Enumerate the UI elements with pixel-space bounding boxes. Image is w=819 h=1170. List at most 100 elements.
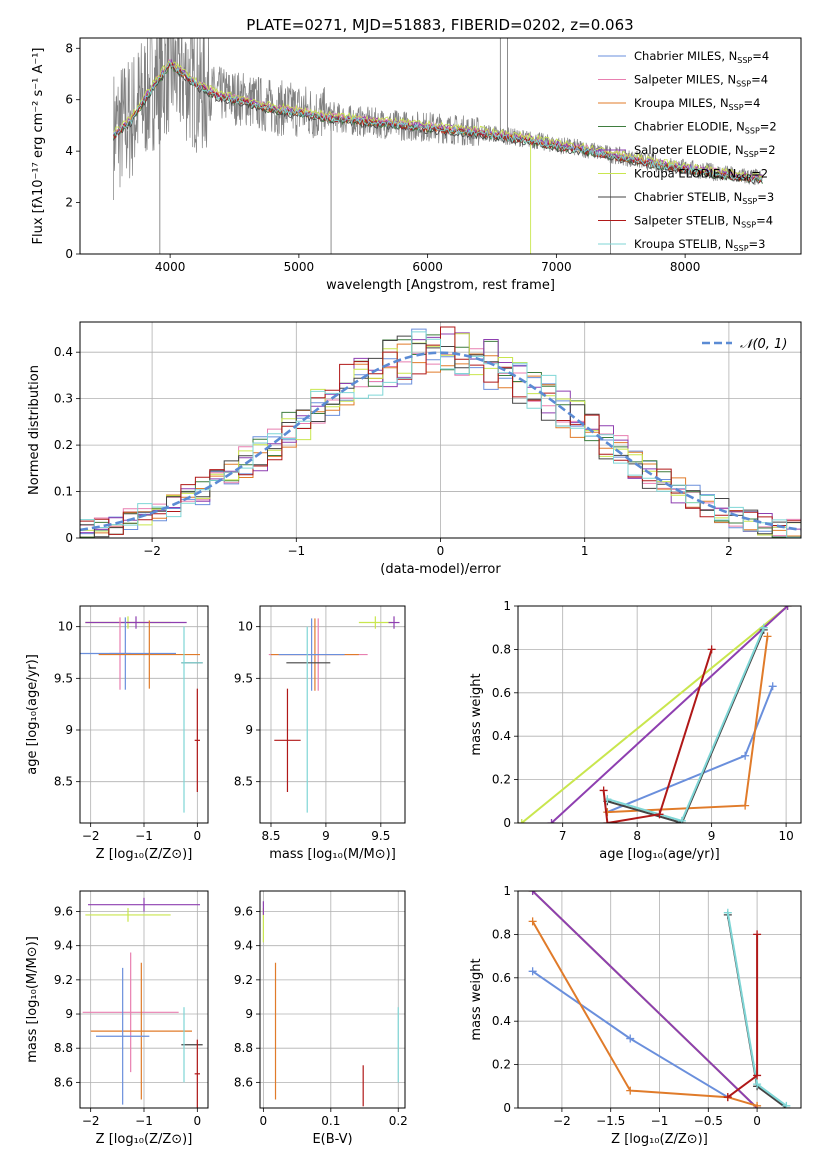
spectrum-xtick-label: 7000 [541, 260, 572, 274]
mass-vs-Z-xtick-label: −1 [135, 1114, 153, 1128]
spectrum-ylabel: Flux [fλ10⁻¹⁷ erg cm⁻² s⁻¹ A⁻¹] [31, 48, 46, 245]
massweight-vs-age-marker [763, 632, 772, 641]
spectrum-xtick-label: 5000 [284, 260, 315, 274]
massweight-vs-Z-ylabel: mass weight [469, 958, 484, 1040]
figure-title: PLATE=0271, MJD=51883, FIBERID=0202, z=0… [246, 16, 633, 34]
mass-vs-EBV-ytick-label: 8.8 [234, 1041, 253, 1055]
mass-vs-Z-frame [79, 890, 209, 1109]
age-vs-Z-ytick-label: 9.5 [54, 671, 73, 685]
age-vs-mass-ytick-label: 8.5 [234, 775, 253, 789]
massweight-vs-age-xlabel: age [log₁₀(age/yr)] [599, 847, 720, 862]
legend-label-0: Chabrier MILES, NSSP=4 [634, 49, 769, 65]
massweight-vs-age-series-1 [550, 606, 789, 823]
residuals-xlabel: (data-model)/error [380, 562, 501, 577]
age-vs-mass-frame [259, 605, 406, 824]
massweight-vs-Z-xtick-label: −1 [651, 1114, 669, 1128]
age-vs-Z-ytick-label: 9 [65, 723, 73, 737]
spectrum-xlabel: wavelength [Angstrom, rest frame] [326, 278, 555, 293]
massweight-vs-Z-marker [753, 1071, 762, 1080]
mass-vs-EBV-xtick-label: 0.1 [321, 1114, 340, 1128]
age-vs-mass-axes: 8.5 9 9.5 8.5 9 9.5 10 mass [log₁₀(M/M⊙)] [234, 605, 406, 862]
legend-label-7: Salpeter STELIB, NSSP=4 [634, 214, 773, 230]
massweight-vs-Z-marker [528, 891, 537, 895]
massweight-vs-age-ylabel: mass weight [469, 673, 484, 755]
legend-value: =4 [756, 214, 773, 228]
age-vs-Z-axes: −2 −1 0 8.5 9 9.5 10 Z [log₁₀(Z/Z⊙)] age [log₁₀(… [25, 605, 209, 862]
spectrum-ytick-label: 6 [65, 93, 73, 107]
massweight-vs-age-marker [759, 623, 768, 632]
massweight-vs-age-ytick-label: 0.4 [492, 729, 511, 743]
massweight-vs-age-ytick-label: 0.2 [492, 773, 511, 787]
residuals-ytick-label: 0.3 [54, 392, 73, 406]
massweight-vs-age-marker [768, 682, 777, 691]
massweight-vs-age-series-6 [602, 649, 713, 823]
massweight-vs-age-ytick-label: 1 [503, 599, 511, 613]
massweight-vs-age-marker [783, 606, 792, 610]
spectrum-xtick-label: 8000 [670, 260, 701, 274]
massweight-vs-age-marker [741, 751, 750, 760]
gaussian-legend-label: 𝒩(0, 1) [740, 337, 787, 352]
age-vs-Z-xlabel: Z [log₁₀(Z/Z⊙)] [96, 847, 193, 862]
residuals-xtick-label: −1 [287, 544, 305, 558]
mass-vs-EBV-ytick-label: 9.4 [234, 939, 253, 953]
legend-subscript: SSP [744, 150, 759, 159]
massweight-vs-Z-marker [753, 930, 762, 939]
mass-vs-EBV-ytick-label: 9.2 [234, 973, 253, 987]
massweight-vs-Z-marker [626, 1086, 635, 1095]
residuals-xtick-label: −2 [143, 544, 161, 558]
mass-vs-Z-axes: −2 −1 0 8.6 8.8 9 9.2 9.4 9.6 Z [log₁₀(Z/Z⊙)] mass… [25, 890, 209, 1147]
residuals-ytick-label: 0.1 [54, 485, 73, 499]
residuals-frame [79, 321, 802, 539]
model-spectrum-5 [113, 60, 763, 179]
massweight-vs-Z-series-6 [727, 934, 759, 1099]
massweight-vs-age-marker [599, 786, 608, 795]
massweight-vs-age-marker [655, 810, 664, 819]
massweight-vs-age-plot-area [518, 606, 801, 823]
mass-vs-Z-ytick-label: 9.6 [54, 905, 73, 919]
legend-label-1: Salpeter MILES, NSSP=4 [634, 73, 768, 89]
spectrum-xtick-label: 6000 [412, 260, 443, 274]
massweight-vs-Z-marker [753, 1101, 762, 1108]
legend-value: =3 [749, 237, 766, 251]
massweight-vs-age-marker [603, 819, 612, 823]
residual-histogram-8 [80, 331, 801, 538]
spectrum-axes: 4000 5000 6000 7000 8000 0 2 4 6 8 wavelength [Ang… [31, 37, 802, 293]
massweight-vs-Z-ytick-label: 0.8 [492, 927, 511, 941]
residuals-xtick-label: 2 [725, 544, 733, 558]
age-vs-mass-xtick-label: 8.5 [261, 829, 280, 843]
mass-vs-Z-ytick-label: 9 [65, 1007, 73, 1021]
massweight-vs-age-marker [741, 801, 750, 810]
mass-vs-EBV-ytick-label: 9.6 [234, 905, 253, 919]
massweight-vs-age-series-5 [607, 627, 765, 823]
mass-vs-Z-xlabel: Z [log₁₀(Z/Z⊙)] [96, 1132, 193, 1147]
model-spectrum-8 [113, 60, 763, 183]
residuals-ytick-label: 0.2 [54, 438, 73, 452]
legend-label-3: Chabrier ELODIE, NSSP=2 [634, 120, 777, 136]
legend-label-4: Salpeter ELODIE, NSSP=2 [634, 143, 776, 159]
spectrum-ytick-label: 0 [65, 247, 73, 261]
legend-label-6: Chabrier STELIB, NSSP=3 [634, 190, 774, 206]
residuals-ytick-label: 0 [65, 531, 73, 545]
legend-subscript: SSP [741, 221, 756, 230]
legend-subscript: SSP [736, 174, 751, 183]
mass-vs-Z-ylabel: mass [log₁₀(M/M⊙)] [25, 936, 40, 1063]
spectrum-ytick-label: 8 [65, 41, 73, 55]
massweight-vs-age-frame [517, 605, 802, 824]
massweight-vs-Z-marker [723, 908, 732, 917]
mass-vs-EBV-ytick-label: 9 [245, 1007, 253, 1021]
residuals-xtick-label: 1 [581, 544, 589, 558]
legend-label-2: Kroupa MILES, NSSP=4 [634, 96, 760, 112]
gaussian-curve [80, 351, 801, 532]
age-vs-mass-ytick-label: 9 [245, 723, 253, 737]
massweight-vs-Z-xtick-label: 0 [753, 1114, 761, 1128]
legend-subscript: SSP [734, 244, 749, 253]
age-vs-Z-xtick-label: 0 [194, 829, 202, 843]
mass-vs-EBV-plot-area [260, 891, 405, 1108]
spectrum-plot-area [113, 38, 763, 254]
age-vs-mass-ytick-label: 9.5 [234, 671, 253, 685]
mass-vs-Z-plot-area [80, 891, 208, 1108]
age-vs-Z-plot-area [80, 606, 208, 823]
mass-vs-EBV-xtick-label: 0 [260, 1114, 268, 1128]
legend-value: =2 [751, 167, 768, 181]
age-vs-mass-xlabel: mass [log₁₀(M/M⊙)] [269, 847, 396, 862]
